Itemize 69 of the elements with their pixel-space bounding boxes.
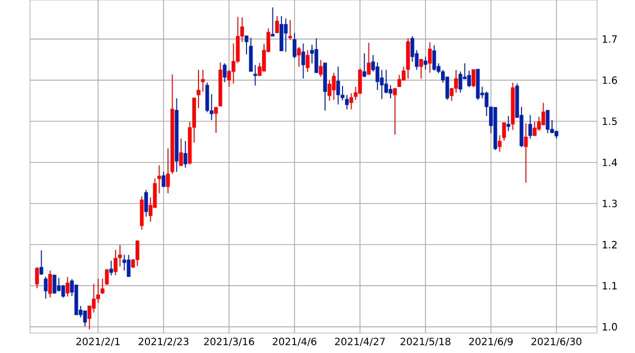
candlestick bbox=[332, 72, 336, 100]
candlestick bbox=[432, 44, 436, 72]
candlestick bbox=[366, 42, 371, 75]
candlestick bbox=[40, 250, 44, 276]
candlestick bbox=[467, 70, 471, 88]
x-tick-label: 2021/5/18 bbox=[400, 338, 450, 346]
x-tick-label: 2021/2/1 bbox=[76, 338, 120, 346]
y-tick-label: 1.4 bbox=[602, 158, 618, 166]
candlestick bbox=[114, 249, 118, 276]
candlestick bbox=[297, 46, 301, 68]
x-tick-label: 2021/6/30 bbox=[532, 338, 582, 346]
y-tick-label: 1.5 bbox=[602, 118, 617, 125]
candlestick bbox=[288, 20, 292, 40]
candlestick bbox=[104, 268, 109, 286]
candlestick bbox=[222, 62, 227, 83]
candlestick bbox=[100, 278, 104, 294]
x-tick-label: 2021/6/9 bbox=[469, 338, 513, 346]
candlestick bbox=[48, 270, 52, 298]
candlestick bbox=[35, 266, 39, 289]
candlestick bbox=[284, 18, 288, 52]
candlestick bbox=[314, 38, 318, 74]
candlestick bbox=[424, 56, 428, 70]
candlestick bbox=[318, 60, 323, 78]
candlestick bbox=[306, 50, 310, 72]
candlestick bbox=[292, 32, 296, 59]
candlestick bbox=[380, 69, 384, 100]
candlestick bbox=[166, 148, 170, 194]
y-tick-label: 1.3 bbox=[602, 200, 617, 208]
candlestick bbox=[336, 66, 340, 105]
candlestick bbox=[44, 276, 48, 299]
candlestick bbox=[345, 94, 349, 110]
candlestick bbox=[419, 58, 423, 80]
candlestick bbox=[179, 138, 183, 166]
x-tick-label: 2021/4/27 bbox=[335, 338, 385, 346]
candlestick bbox=[528, 114, 532, 140]
candlestick bbox=[393, 88, 397, 135]
candlestick bbox=[349, 92, 354, 110]
candlestick bbox=[524, 122, 528, 184]
candlestick bbox=[196, 69, 200, 109]
candlestick bbox=[201, 69, 205, 92]
candlestick bbox=[541, 102, 546, 126]
y-tick-label: 1.0 bbox=[602, 323, 617, 331]
x-tick-label: 2021/4/6 bbox=[272, 338, 316, 346]
candlestick bbox=[502, 122, 506, 142]
x-tick-label: 2021/2/23 bbox=[138, 338, 188, 346]
candlestick bbox=[472, 68, 476, 88]
candlestick bbox=[162, 171, 166, 188]
candlestick bbox=[118, 244, 122, 267]
candlestick bbox=[275, 16, 279, 34]
candlestick bbox=[546, 110, 550, 134]
candlestick bbox=[301, 43, 306, 80]
y-tick-label: 1.7 bbox=[602, 35, 617, 43]
candlestick bbox=[126, 254, 131, 278]
candlestick bbox=[428, 42, 432, 74]
candlestick bbox=[270, 6, 275, 37]
candlestick bbox=[362, 52, 366, 78]
candlestick bbox=[184, 140, 188, 168]
candlestick bbox=[244, 35, 248, 55]
candlestick bbox=[498, 134, 502, 152]
candlestick bbox=[66, 276, 70, 297]
candlestick bbox=[144, 189, 148, 218]
candlestick bbox=[109, 260, 114, 276]
candlestick bbox=[397, 74, 402, 88]
x-tick-label: 2021/3/16 bbox=[204, 338, 254, 346]
candlestick bbox=[214, 106, 218, 134]
y-tick-label: 1.6 bbox=[602, 76, 617, 84]
y-tick-label: 1.1 bbox=[602, 282, 617, 290]
y-tick-label: 1.2 bbox=[602, 240, 617, 248]
candlestick bbox=[506, 115, 510, 132]
